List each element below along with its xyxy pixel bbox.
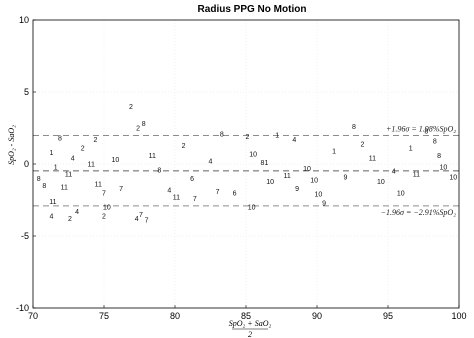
data-point: 1 (54, 164, 58, 171)
data-point: 10 (377, 179, 385, 186)
y-tick-label: 0 (24, 159, 29, 169)
data-point: 7 (145, 218, 149, 225)
data-point: 7 (193, 196, 197, 203)
data-point: 10 (248, 205, 256, 212)
data-point: 7 (139, 212, 143, 219)
data-point: 8 (142, 121, 146, 128)
x-tick-label: 100 (451, 311, 466, 321)
data-point: 4 (292, 137, 296, 144)
data-point: 4 (392, 169, 396, 176)
data-point: 2 (102, 213, 106, 220)
data-point: 81 (261, 160, 269, 167)
data-point: 8 (157, 167, 161, 174)
data-point: 6 (233, 190, 237, 197)
data-point: 2 (129, 104, 133, 111)
y-tick-label: -5 (21, 231, 29, 241)
data-point: 7 (102, 190, 106, 197)
data-point: 10 (397, 190, 405, 197)
axis-ticks: 70 75 80 85 90 95 100 -10 -5 0 5 10 (16, 15, 467, 321)
x-tick-label: 80 (170, 311, 180, 321)
data-point: 9 (295, 186, 299, 193)
y-tick-label: 5 (24, 87, 29, 97)
x-tick-label: 70 (28, 311, 38, 321)
data-point: 8 (424, 128, 428, 135)
data-point: 6 (190, 176, 194, 183)
reference-label-upper: +1.96σ = 1.98%SpO₂ (386, 124, 456, 133)
x-tick-label: 75 (99, 311, 109, 321)
data-point: 4 (135, 216, 139, 223)
data-point: 11 (369, 156, 376, 163)
data-point: 2 (68, 216, 72, 223)
x-tick-label: 95 (383, 311, 393, 321)
data-point: 4 (167, 187, 171, 194)
data-point: 2 (360, 141, 364, 148)
data-point: 4 (209, 159, 213, 166)
data-point: 1 (332, 149, 336, 156)
data-point: 10 (449, 174, 457, 181)
data-point: 11 (284, 173, 291, 180)
data-point: 11 (61, 185, 68, 192)
y-tick-label: 10 (19, 15, 29, 25)
x-axis-label: SpO₂ + SaO₂ 2 (229, 319, 272, 338)
data-point: 10 (103, 205, 111, 212)
data-point: 8 (58, 136, 62, 143)
data-point: 8 (220, 131, 224, 138)
x-axis-label-numerator: SpO₂ + SaO₂ (229, 319, 272, 328)
data-point: 11 (413, 172, 420, 179)
reference-lines: +1.96σ = 1.98%SpO₂ −1.96σ = −2.91%SpO₂ (33, 124, 459, 217)
reference-label-lower: −1.96σ = −2.91%SpO₂ (381, 208, 457, 217)
data-point: 8 (37, 176, 41, 183)
data-point: 11 (173, 195, 180, 202)
data-point: 10 (249, 151, 257, 158)
data-point: 4 (71, 156, 75, 163)
chart-title: Radius PPG No Motion (198, 4, 307, 15)
data-point: 2 (81, 146, 85, 153)
data-point: 10 (439, 164, 447, 171)
data-point: 1 (409, 146, 413, 153)
data-point: 10 (266, 179, 274, 186)
x-axis-label-denominator: 2 (248, 330, 252, 338)
data-point: 11 (49, 199, 56, 206)
data-point: 2 (94, 137, 98, 144)
data-point: 10 (111, 157, 119, 164)
data-point: 10 (315, 192, 323, 199)
x-tick-label: 85 (241, 311, 251, 321)
data-point: 7 (216, 189, 220, 196)
y-tick-label: -10 (16, 303, 29, 313)
data-point: 1 (50, 150, 54, 157)
data-point: 2 (136, 126, 140, 133)
data-point: 4 (50, 213, 54, 220)
data-point: 1 (275, 133, 279, 140)
data-point: 8 (437, 153, 441, 160)
data-point: 9 (322, 200, 326, 207)
data-point: 8 (42, 183, 46, 190)
data-point: 2 (182, 143, 186, 150)
data-point: 4 (75, 209, 79, 216)
data-point: 11 (88, 162, 95, 169)
data-point: 7 (119, 186, 123, 193)
data-point: 11 (65, 172, 72, 179)
data-point: 11 (149, 153, 156, 160)
data-point: 11 (95, 182, 102, 189)
data-point: 8 (433, 138, 437, 145)
data-point: 2 (245, 134, 249, 141)
data-point: 10 (310, 177, 318, 184)
y-axis-label: SpO₂ - SaO₂ (7, 125, 16, 165)
data-point: 9 (343, 174, 347, 181)
data-point: 8 (352, 124, 356, 131)
data-point: 10 (303, 166, 311, 173)
x-tick-label: 90 (312, 311, 322, 321)
